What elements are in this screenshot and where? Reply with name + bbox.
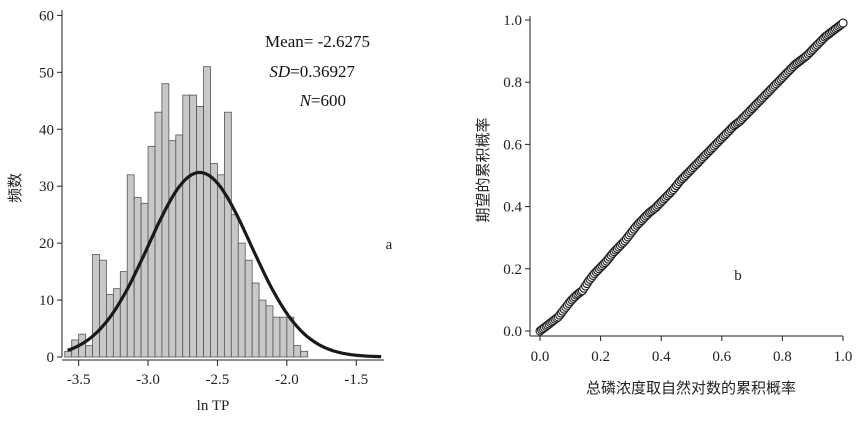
histogram-bar xyxy=(203,66,211,358)
y-tick-label: 0 xyxy=(47,350,55,366)
y-tick-label: 40 xyxy=(39,122,54,138)
histogram-bar xyxy=(161,83,170,358)
y-tick-label: 0.4 xyxy=(503,200,522,216)
x-axis-title: 总磷浓度取自然对数的累积概率 xyxy=(586,379,796,397)
histogram-bar xyxy=(133,197,142,358)
mean-annotation: Mean= -2.6275 xyxy=(265,32,370,51)
x-tick-label: 0.0 xyxy=(531,349,550,365)
histogram-bar xyxy=(300,350,309,358)
histogram-bar xyxy=(196,106,204,358)
x-tick-label: -2.5 xyxy=(206,372,230,388)
y-tick-label: 0.0 xyxy=(503,324,522,340)
n-value: =600 xyxy=(311,91,346,110)
sd-annotation: SD=0.36927 xyxy=(269,62,355,81)
histogram-bar xyxy=(223,111,232,358)
histogram-bar xyxy=(119,271,128,358)
histogram-bar xyxy=(64,350,73,358)
y-axis-title: 期望的累积概率 xyxy=(474,117,492,222)
panel-label-a: a xyxy=(386,237,393,253)
x-tick-label: 0.2 xyxy=(591,349,610,365)
x-tick-label: 0.4 xyxy=(652,349,671,365)
y-ticks: 0.0 0.2 0.4 0.6 0.8 1.0 xyxy=(503,13,530,340)
x-tick-label: 0.6 xyxy=(712,349,731,365)
histogram-bar xyxy=(175,134,184,358)
y-tick-label: 0.2 xyxy=(503,262,522,278)
y-tick-label: 0.8 xyxy=(503,75,522,91)
histogram-bar xyxy=(106,293,114,358)
histogram-bar xyxy=(258,299,267,358)
pp-points xyxy=(535,18,848,336)
y-tick-label: 60 xyxy=(39,8,54,24)
histogram-bar xyxy=(168,140,177,358)
x-tick-label: -3.5 xyxy=(67,372,91,388)
pp-plot-panel: 0.0 0.2 0.4 0.6 0.8 1.0 0.0 0.2 0.4 0.6 0.8 1.0 期望… xyxy=(474,13,852,397)
histogram-bar xyxy=(154,111,163,358)
sd-symbol: SD xyxy=(269,62,291,81)
y-tick-label: 20 xyxy=(39,236,54,252)
histogram-bar xyxy=(272,316,281,358)
sd-value: =0.36927 xyxy=(290,62,355,81)
y-tick-label: 30 xyxy=(39,179,54,195)
normal-fit-curve xyxy=(67,170,382,359)
y-ticks: 0 10 20 30 40 50 60 xyxy=(39,8,62,366)
histogram-bars xyxy=(64,66,309,358)
x-tick-label: -3.0 xyxy=(136,372,160,388)
histogram-bar xyxy=(182,94,191,358)
y-tick-label: 1.0 xyxy=(503,13,522,29)
histogram-bar xyxy=(99,259,107,358)
histogram-bar xyxy=(92,254,100,358)
histogram-bar xyxy=(140,202,149,358)
x-axis-title: ln TP xyxy=(197,398,230,414)
y-tick-label: 0.6 xyxy=(503,137,522,153)
histogram-bar xyxy=(251,282,260,358)
x-tick-label: -2.0 xyxy=(275,372,299,388)
x-tick-label: -1.5 xyxy=(344,372,368,388)
y-tick-label: 50 xyxy=(39,65,54,81)
histogram-bar xyxy=(244,259,253,358)
histogram-bar xyxy=(279,316,288,358)
histogram-bar xyxy=(237,242,246,358)
pp-point xyxy=(838,18,848,28)
panel-label-b: b xyxy=(734,268,742,284)
histogram-panel: 0 10 20 30 40 50 60 -3.5 -3.0 -2.5 -2.0 -1.5 频数 ln… xyxy=(6,8,393,414)
histogram-bar xyxy=(85,345,93,358)
y-axis-title: 频数 xyxy=(6,173,24,203)
histogram-bar xyxy=(112,288,121,358)
x-tick-label: 1.0 xyxy=(834,349,853,365)
histogram-bar xyxy=(217,174,225,358)
n-symbol: N xyxy=(299,91,313,110)
x-tick-label: 0.8 xyxy=(773,349,792,365)
x-ticks: 0.0 0.2 0.4 0.6 0.8 1.0 xyxy=(531,336,853,365)
n-annotation: N=600 xyxy=(299,91,346,110)
histogram-bar xyxy=(126,174,135,358)
histogram-bar xyxy=(189,94,198,358)
histogram-bar xyxy=(265,305,274,358)
x-ticks: -3.5 -3.0 -2.5 -2.0 -1.5 xyxy=(67,360,368,388)
histogram-bar xyxy=(293,345,302,358)
y-tick-label: 10 xyxy=(39,293,54,309)
histogram-bar xyxy=(210,163,218,358)
histogram-bar xyxy=(230,214,239,358)
histogram-bar xyxy=(147,145,156,358)
